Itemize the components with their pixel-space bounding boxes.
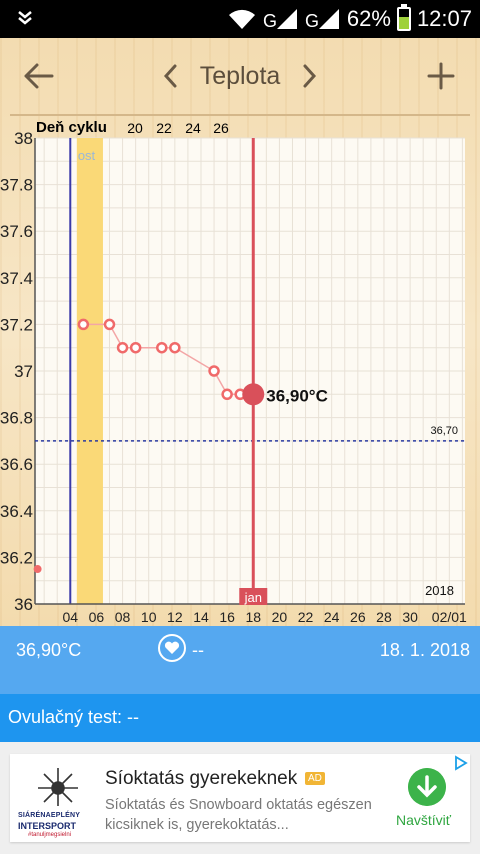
data-point[interactable] (103, 318, 116, 331)
signal-icon: G (263, 9, 297, 31)
x-tick-label: 22 (298, 609, 314, 625)
month-marker-label: jan (244, 590, 262, 605)
ad-banner[interactable]: SIÁRÉNAEPLÉNY INTERSPORT #tanuljmegsieln… (10, 754, 470, 842)
ad-brand-line2: INTERSPORT (18, 821, 77, 831)
svg-text:G: G (305, 11, 319, 31)
data-point[interactable] (116, 341, 129, 354)
y-tick-label: 38 (14, 129, 33, 148)
x-tick-label: 26 (350, 609, 366, 625)
y-tick-label: 37.2 (0, 315, 33, 334)
data-point[interactable] (129, 341, 142, 354)
data-point[interactable] (33, 565, 42, 574)
y-tick-label: 37.8 (0, 176, 33, 195)
cycle-day-tick: 26 (213, 120, 229, 136)
x-tick-label: 08 (115, 609, 131, 625)
ovulation-test-label: Ovulačný test: -- (8, 707, 140, 727)
x-tick-label: 24 (324, 609, 340, 625)
fertile-label: ost (78, 148, 96, 163)
ad-tag: AD (305, 772, 325, 785)
signal-2-icon: G (305, 9, 339, 31)
cycle-day-tick: 20 (127, 120, 143, 136)
selected-date: 18. 1. 2018 (379, 640, 470, 660)
notification-chevron-icon (18, 11, 32, 25)
x-tick-label: 18 (245, 609, 261, 625)
x-tick-label: 06 (89, 609, 105, 625)
y-tick-label: 37.4 (0, 269, 33, 288)
x-tick-label: 10 (141, 609, 157, 625)
toolbar: Teplota (0, 38, 480, 114)
clock: 12:07 (416, 6, 472, 31)
ad-cta-button[interactable]: Navštíviť (396, 812, 452, 828)
ad-container: SIÁRÉNAEPLÉNY INTERSPORT #tanuljmegsieln… (0, 742, 480, 854)
baseline-label: 36,70 (430, 425, 458, 437)
cycle-day-label: Deň cyklu (36, 119, 107, 136)
x-tick-label: 16 (219, 609, 235, 625)
y-tick-label: 36.2 (0, 548, 33, 567)
x-tick-label: 30 (402, 609, 418, 625)
ad-brand-line1: SIÁRÉNAEPLÉNY (18, 812, 81, 819)
data-point[interactable] (77, 318, 90, 331)
adchoices-icon[interactable] (452, 754, 470, 772)
ad-brand-line3: #tanuljmegsielni (28, 832, 72, 838)
heart-icon[interactable] (158, 634, 186, 662)
selected-value-label: 36,90°C (266, 386, 328, 405)
data-point[interactable] (208, 365, 220, 377)
y-tick-label: 36 (14, 595, 33, 614)
x-tick-label: 20 (272, 609, 288, 625)
cycle-day-tick: 24 (185, 120, 201, 136)
battery-percent: 62% (346, 6, 391, 31)
y-tick-label: 36.8 (0, 409, 33, 428)
ad-description: Síoktatás és Snowboard oktatás egészen k… (105, 797, 372, 833)
battery-icon (396, 4, 411, 31)
wifi-icon (228, 9, 255, 29)
x-tick-label: 14 (193, 609, 209, 625)
temperature-chart[interactable]: ost Deň cyklu 20 22 24 26 38 37.8 37.6 37.4 37.2 37… (0, 116, 480, 626)
x-tick-label: 02/01 (432, 609, 467, 625)
ad-headline[interactable]: Síoktatás gyerekeknek (105, 768, 298, 789)
y-tick-label: 36.4 (0, 502, 33, 521)
ski-logo-icon (38, 768, 78, 806)
y-tick-label: 36.6 (0, 455, 33, 474)
page-title: Teplota (199, 61, 281, 90)
x-tick-label: 12 (167, 609, 183, 625)
year-label: 2018 (425, 583, 454, 598)
data-point[interactable] (221, 388, 233, 401)
x-tick-label: 28 (376, 609, 392, 625)
chevron-right-icon[interactable] (298, 61, 320, 91)
back-arrow-icon[interactable] (22, 56, 56, 96)
ovulation-test-bar[interactable]: Ovulačný test: -- (0, 694, 480, 742)
current-temperature: 36,90°C (16, 640, 82, 660)
status-bar: G G 62% 12:07 (0, 0, 480, 38)
add-icon[interactable] (424, 56, 458, 96)
month-marker-badge (239, 588, 268, 605)
selected-data-point[interactable] (242, 383, 265, 406)
svg-text:G: G (263, 11, 277, 31)
temperature-series-line (83, 323, 254, 396)
chevron-left-icon[interactable] (160, 61, 182, 91)
y-tick-label: 37.6 (0, 222, 33, 241)
download-icon[interactable] (408, 768, 446, 806)
info-bar: 36,90°C -- 18. 1. 2018 (0, 626, 480, 694)
data-point[interactable] (169, 341, 181, 354)
y-tick-label: 37 (14, 362, 33, 381)
mood-value: -- (192, 640, 204, 660)
toolbar-divider (10, 114, 470, 116)
fertile-window (76, 138, 103, 604)
x-tick-label: 04 (62, 609, 78, 625)
data-point[interactable] (156, 341, 168, 354)
cycle-day-tick: 22 (156, 120, 172, 136)
